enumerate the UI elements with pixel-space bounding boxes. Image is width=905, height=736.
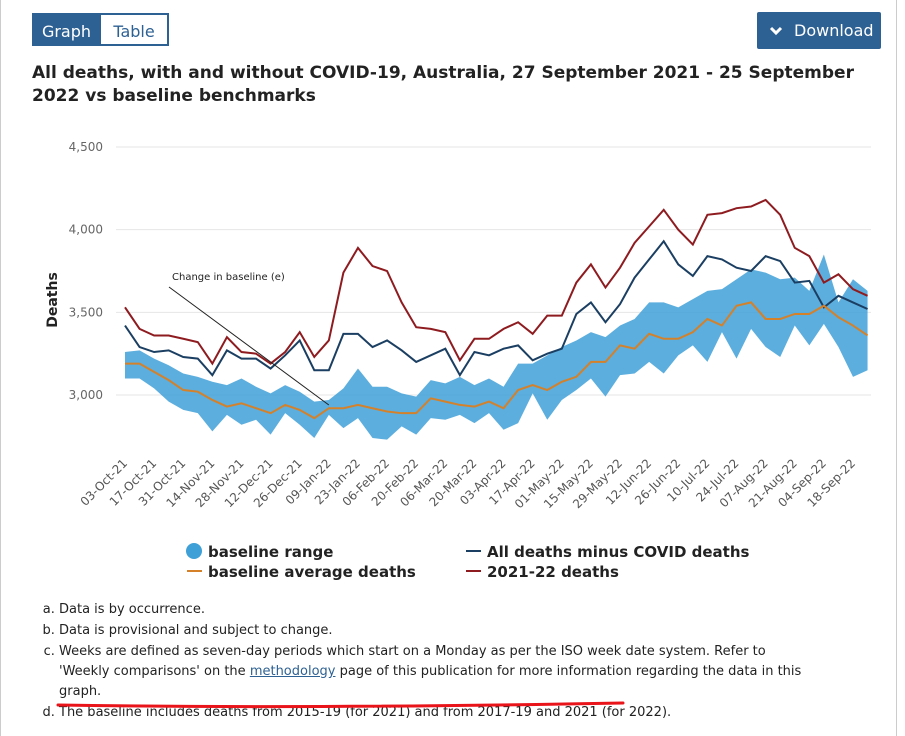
legend-label: baseline average deaths — [208, 563, 416, 581]
note-text: Data is by occurrence. — [59, 602, 205, 617]
baseline-range-band — [125, 254, 868, 440]
y-tick-label: 4,500 — [69, 140, 103, 154]
note: Weeks are defined as seven-day periods w… — [59, 642, 804, 702]
note-text: Data is provisional and subject to chang… — [59, 623, 333, 638]
legend-label: All deaths minus COVID deaths — [487, 543, 750, 561]
graph-tab[interactable]: Graph — [32, 13, 101, 46]
note-text: The baseline includes deaths from 2015-1… — [59, 705, 672, 720]
note-text: page of this publication for more inform… — [59, 664, 802, 699]
note: Data is provisional and subject to chang… — [59, 621, 804, 641]
legend-item: baseline average deaths — [187, 563, 416, 581]
table-tab[interactable]: Table — [99, 13, 169, 46]
legend-item: baseline range — [186, 543, 333, 561]
y-tick-label: 4,000 — [69, 223, 103, 237]
y-tick-label: 3,000 — [69, 388, 103, 402]
series-line — [124, 198, 868, 366]
legend-swatch — [186, 543, 202, 559]
annotation: Change in baseline (e) — [172, 272, 285, 283]
legend-label: baseline range — [208, 543, 333, 561]
methodology-link[interactable]: methodology — [249, 664, 336, 679]
download-label: Download — [794, 21, 874, 40]
series-line — [124, 239, 868, 378]
annotation-line — [168, 286, 330, 406]
y-axis-label: Deaths — [45, 272, 61, 328]
note: Data is by occurrence. — [59, 600, 804, 620]
legend-item: 2021-22 deaths — [466, 563, 619, 581]
legend-item: All deaths minus COVID deaths — [466, 543, 750, 561]
note: The baseline includes deaths from 2015-1… — [59, 703, 804, 723]
notes: Data is by occurrence. Data is provisiona… — [27, 600, 804, 724]
chart-title: All deaths, with and without COVID-19, A… — [32, 63, 854, 106]
y-tick-label: 3,500 — [69, 305, 103, 319]
legend-label: 2021-22 deaths — [487, 563, 619, 581]
chart: 3,0003,5004,0004,500Deaths03-Oct-2117-Oc… — [45, 140, 871, 581]
download-button[interactable]: Download — [757, 12, 881, 49]
chevron-icon — [769, 26, 783, 36]
note-text: Weeks are defined as seven-day periods w… — [59, 644, 766, 679]
series-line — [125, 301, 869, 420]
